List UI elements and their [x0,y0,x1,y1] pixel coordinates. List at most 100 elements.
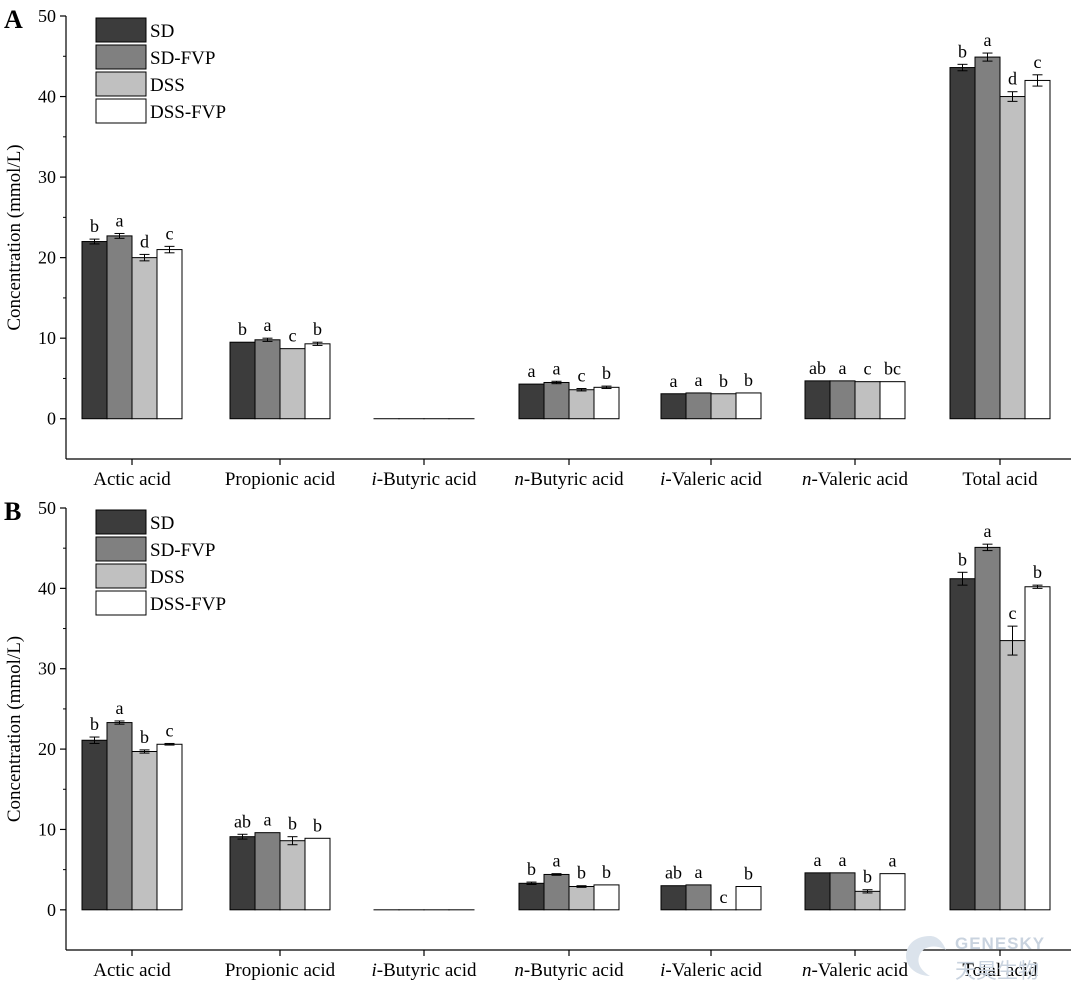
y-tick-label: 0 [47,409,56,429]
significance-label: b [1033,562,1042,582]
bar [543,381,570,420]
panel-label: A [4,5,23,34]
bar [518,383,545,420]
y-tick-label: 10 [38,328,56,348]
bar [81,739,108,911]
significance-label: b [527,859,536,879]
significance-label: ab [234,811,251,831]
significance-label: a [839,358,847,378]
bar [156,249,183,420]
significance-label: a [264,315,272,335]
x-tick-label: n-Butyric acid [514,960,624,981]
bar [879,873,906,911]
bar [568,389,595,420]
bar [804,380,831,420]
bar [229,836,256,911]
bar [543,873,570,911]
significance-label: d [1008,69,1017,89]
x-tick-label: Total acid [962,469,1038,490]
significance-label: b [863,867,872,887]
significance-label: c [1009,603,1017,623]
x-tick-label: n-Butyric acid [514,469,624,490]
significance-label: c [720,887,728,907]
significance-label: bc [884,359,901,379]
significance-label: c [289,326,297,346]
significance-label: b [90,714,99,734]
significance-label: c [578,366,586,386]
y-axis-label: Concentration (mmol/L) [4,636,25,822]
bar [829,872,856,911]
significance-label: b [577,863,586,883]
y-tick-label: 20 [38,248,56,268]
y-tick-label: 50 [38,6,56,26]
significance-label: a [814,850,822,870]
bar [685,884,712,911]
x-tick-label: i-Butyric acid [372,960,477,981]
significance-label: ab [665,863,682,883]
chart-panel-a: 0 10 20 30 40 50 Concentration (mmol/L) A Actic … [4,5,1071,490]
significance-label: a [984,30,992,50]
x-tick-label: Actic acid [93,960,171,981]
bar [974,56,1001,420]
bar [829,380,856,420]
significance-label: a [528,361,536,381]
x-tick-label: n-Valeric acid [802,469,909,490]
significance-label: ab [809,358,826,378]
bar [304,837,331,911]
bar [279,348,306,420]
bar [106,235,133,420]
significance-label: b [288,814,297,834]
significance-label: b [238,319,247,339]
bar [279,840,306,911]
y-tick-label: 30 [38,659,56,679]
bar [999,96,1026,420]
significance-label: a [695,370,703,390]
legend-label: SD-FVP [150,48,215,69]
panel-label: B [4,497,21,526]
significance-label: a [553,851,561,871]
y-tick-label: 0 [47,900,56,920]
y-axis-label: Concentration (mmol/L) [4,144,25,330]
legend-label: DSS [150,75,185,96]
y-tick-label: 10 [38,819,56,839]
significance-label: d [140,231,149,251]
significance-label: b [719,371,728,391]
bar [804,872,831,911]
watermark-subtext: 天昊生物 [955,959,1039,983]
legend-label: SD [150,21,174,42]
significance-label: a [264,810,272,830]
significance-label: b [744,370,753,390]
x-tick-label: Propionic acid [225,469,336,490]
bar [949,67,976,420]
x-tick-label: n-Valeric acid [802,960,909,981]
significance-label: a [984,521,992,541]
bar [974,546,1001,911]
bar [131,257,158,420]
significance-label: a [839,850,847,870]
x-tick-label: Actic acid [93,469,171,490]
bar [854,890,881,911]
x-tick-label: i-Valeric acid [660,960,762,981]
bar [735,392,762,420]
legend-label: DSS-FVP [150,102,226,123]
significance-label: a [116,698,124,718]
bar [949,578,976,911]
bar [593,884,620,911]
y-tick-label: 30 [38,167,56,187]
significance-label: b [90,216,99,236]
legend-swatch [95,509,147,535]
y-tick-label: 40 [38,578,56,598]
y-tick-label: 20 [38,739,56,759]
significance-label: b [958,549,967,569]
bar [518,882,545,911]
bar [710,393,737,420]
watermark-logo [900,930,1075,982]
bar [568,886,595,911]
bar [81,241,108,420]
bar [254,832,281,911]
significance-label: a [553,358,561,378]
significance-label: a [889,851,897,871]
significance-label: c [166,720,174,740]
legend-swatch [95,590,147,616]
